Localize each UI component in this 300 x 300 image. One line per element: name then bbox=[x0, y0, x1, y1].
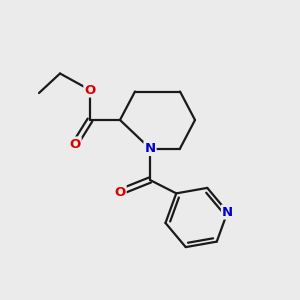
Text: N: N bbox=[144, 142, 156, 155]
Text: O: O bbox=[69, 137, 81, 151]
Text: O: O bbox=[114, 185, 126, 199]
Text: O: O bbox=[84, 83, 96, 97]
Text: N: N bbox=[222, 206, 233, 218]
